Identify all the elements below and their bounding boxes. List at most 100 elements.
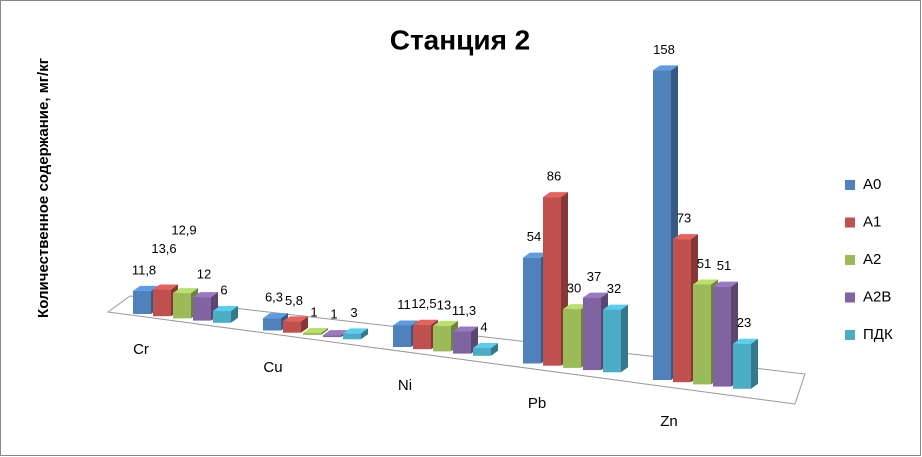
bar [653, 70, 671, 380]
bar-top [173, 288, 198, 294]
data-label: 11,3 [452, 303, 476, 318]
bar-top [153, 284, 178, 290]
bar [473, 347, 491, 356]
legend-swatch [845, 330, 855, 340]
chart-title: Станция 2 [390, 24, 531, 55]
bar [133, 290, 151, 314]
legend-swatch [845, 217, 855, 228]
bar [543, 197, 561, 366]
bar-top [323, 330, 348, 336]
data-label: 11,8 [132, 262, 156, 277]
data-label: 54 [527, 229, 541, 244]
x-tick-label: Ni [398, 377, 412, 394]
bar-top [303, 327, 328, 333]
bar-top [543, 192, 568, 198]
bar [413, 324, 431, 350]
data-label: 12,5 [411, 296, 436, 311]
legend-swatch [845, 292, 855, 303]
bar-top [413, 319, 438, 325]
bar [173, 293, 191, 319]
data-label: 32 [607, 281, 621, 296]
data-label: 73 [677, 211, 691, 226]
bar-side [321, 327, 328, 335]
bar [583, 297, 601, 371]
bar-top [283, 316, 308, 322]
bar [733, 343, 751, 389]
bar [303, 332, 321, 335]
data-label: 30 [567, 281, 581, 296]
bar-side [751, 338, 758, 389]
bar-top [733, 338, 758, 344]
legend-swatch [845, 255, 855, 265]
bar [453, 331, 471, 354]
bar [263, 318, 281, 331]
bar [343, 333, 361, 340]
legend-label: ПДК [863, 326, 893, 343]
x-tick-label: Zn [660, 413, 678, 430]
bar-top [193, 292, 218, 298]
bar [523, 257, 541, 364]
data-label: 13,6 [151, 241, 176, 256]
bar-top [453, 326, 478, 332]
bar-side [361, 328, 368, 340]
bar-top [473, 342, 498, 348]
bar-top [603, 304, 628, 310]
bar [433, 325, 451, 352]
bar-side [301, 316, 308, 333]
bar-top [693, 279, 718, 285]
data-label: 86 [547, 169, 561, 184]
data-label: 11 [397, 297, 411, 312]
bar-top [563, 304, 588, 310]
bar [323, 335, 341, 338]
x-tick-label: Cr [133, 341, 149, 358]
data-label: 6,3 [265, 290, 283, 305]
bar-top [393, 320, 418, 326]
data-label: 37 [587, 269, 601, 284]
legend-label: А1 [863, 213, 881, 230]
bar-side [491, 342, 498, 356]
data-label: 23 [737, 315, 751, 330]
bar-top [263, 313, 288, 319]
data-label: 13 [437, 297, 451, 312]
bar [153, 289, 171, 317]
bar [283, 321, 301, 333]
data-label: 158 [653, 42, 675, 57]
x-tick-label: Pb [528, 395, 546, 412]
legend-label: А2В [863, 288, 891, 305]
legend-label: А0 [863, 176, 881, 193]
bar-top [213, 306, 238, 312]
data-label: 1 [330, 307, 337, 322]
data-label: 6 [220, 282, 227, 297]
data-label: 4 [480, 319, 487, 334]
data-label: 51 [717, 258, 731, 273]
data-label: 5,8 [285, 293, 303, 308]
y-axis-label: Количественное содержание, мг/кг [35, 58, 52, 318]
bar [393, 325, 411, 347]
bar [713, 286, 731, 387]
bar-top [673, 234, 698, 240]
bar-top [133, 285, 158, 291]
bar-side [231, 306, 238, 323]
bar [673, 239, 691, 383]
bar-top [653, 65, 678, 71]
bar [193, 297, 211, 321]
legend-swatch [845, 180, 855, 190]
bar [563, 309, 581, 368]
legend-label: А2 [863, 251, 881, 268]
bar-top [343, 328, 368, 334]
x-tick-label: Cu [263, 359, 282, 376]
data-label: 12,9 [171, 223, 196, 238]
bar-top [433, 320, 458, 326]
data-label: 3 [350, 305, 357, 320]
bar-top [523, 252, 548, 258]
bar-side [621, 304, 628, 373]
bar [213, 311, 231, 323]
bar-top [713, 281, 738, 287]
bar-top [583, 292, 608, 298]
data-label: 1 [310, 304, 317, 319]
bar [603, 309, 621, 373]
data-label: 51 [697, 256, 711, 271]
bar [693, 284, 711, 385]
data-label: 12 [197, 267, 211, 282]
